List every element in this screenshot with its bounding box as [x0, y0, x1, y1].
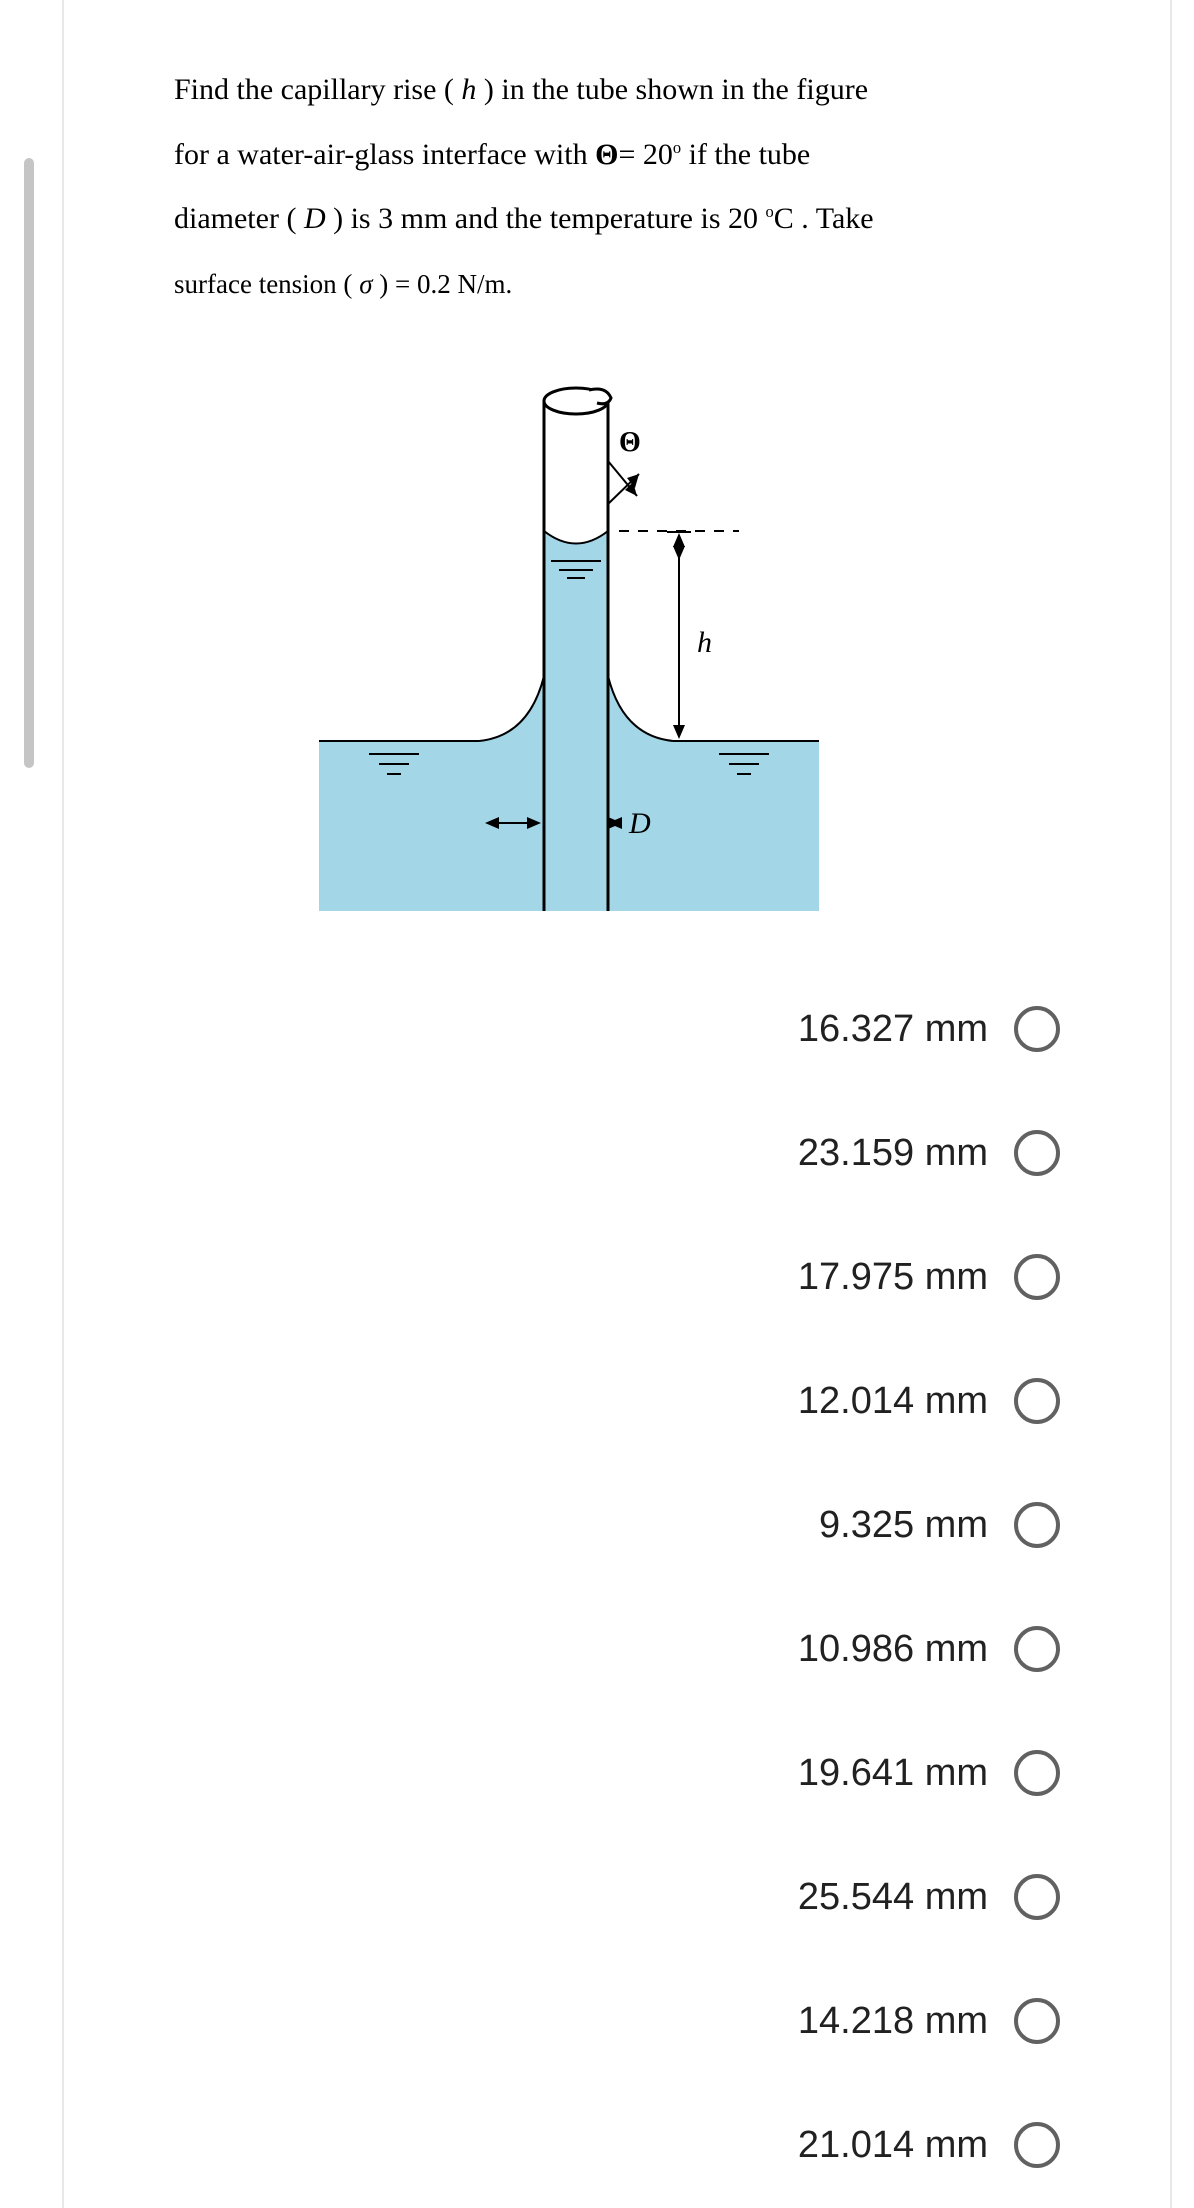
- option-row[interactable]: 12.014 mm: [798, 1378, 1060, 1424]
- radio-icon[interactable]: [1014, 1130, 1060, 1176]
- option-label: 14.218 mm: [798, 2000, 988, 2043]
- option-label: 17.975 mm: [798, 1256, 988, 1299]
- option-label: 23.159 mm: [798, 1132, 988, 1175]
- option-row[interactable]: 9.325 mm: [819, 1502, 1060, 1548]
- var-h: h: [461, 73, 476, 106]
- radio-icon[interactable]: [1014, 1006, 1060, 1052]
- text: surface tension (: [174, 269, 359, 299]
- radio-icon[interactable]: [1014, 1378, 1060, 1424]
- option-row[interactable]: 10.986 mm: [798, 1626, 1060, 1672]
- radio-icon[interactable]: [1014, 1874, 1060, 1920]
- theta: Θ: [595, 138, 618, 171]
- deg: o: [673, 138, 681, 157]
- option-label: 25.544 mm: [798, 1876, 988, 1919]
- option-label: 9.325 mm: [819, 1504, 988, 1547]
- radio-icon[interactable]: [1014, 1502, 1060, 1548]
- option-row[interactable]: 17.975 mm: [798, 1254, 1060, 1300]
- option-row[interactable]: 16.327 mm: [798, 1006, 1060, 1052]
- deg: o: [766, 202, 774, 221]
- scrollbar-thumb[interactable]: [24, 158, 34, 768]
- text: = 20: [618, 138, 672, 171]
- radio-icon[interactable]: [1014, 1254, 1060, 1300]
- text: if the tube: [681, 138, 810, 171]
- option-label: 10.986 mm: [798, 1628, 988, 1671]
- var-sigma: σ: [359, 269, 372, 299]
- text: ) = 0.2 N/m.: [373, 269, 513, 299]
- radio-icon[interactable]: [1014, 2122, 1060, 2168]
- text: Find the capillary rise (: [174, 73, 461, 106]
- var-D: D: [304, 202, 326, 235]
- answer-options: 16.327 mm 23.159 mm 17.975 mm 12.014 mm …: [174, 1006, 1070, 2168]
- option-label: 19.641 mm: [798, 1752, 988, 1795]
- text: ) is 3 mm and the temperature is 20: [326, 202, 766, 235]
- option-row[interactable]: 21.014 mm: [798, 2122, 1060, 2168]
- text: ) in the tube shown in the figure: [476, 73, 868, 106]
- d-label: D: [628, 807, 651, 840]
- radio-icon[interactable]: [1014, 1626, 1060, 1672]
- text: diameter (: [174, 202, 304, 235]
- h-label: h: [697, 626, 712, 659]
- option-row[interactable]: 19.641 mm: [798, 1750, 1060, 1796]
- question-text: Find the capillary rise ( h ) in the tub…: [174, 58, 1070, 316]
- text: C . Take: [774, 202, 874, 235]
- option-label: 16.327 mm: [798, 1008, 988, 1051]
- option-row[interactable]: 23.159 mm: [798, 1130, 1060, 1176]
- text: for a water-air-glass interface with: [174, 138, 595, 171]
- radio-icon[interactable]: [1014, 1998, 1060, 2044]
- option-label: 21.014 mm: [798, 2124, 988, 2167]
- capillary-diagram: Θ h D: [319, 356, 1070, 916]
- option-row[interactable]: 25.544 mm: [798, 1874, 1060, 1920]
- radio-icon[interactable]: [1014, 1750, 1060, 1796]
- theta-label: Θ: [619, 427, 641, 458]
- option-label: 12.014 mm: [798, 1380, 988, 1423]
- option-row[interactable]: 14.218 mm: [798, 1998, 1060, 2044]
- question-card: Find the capillary rise ( h ) in the tub…: [62, 0, 1172, 2208]
